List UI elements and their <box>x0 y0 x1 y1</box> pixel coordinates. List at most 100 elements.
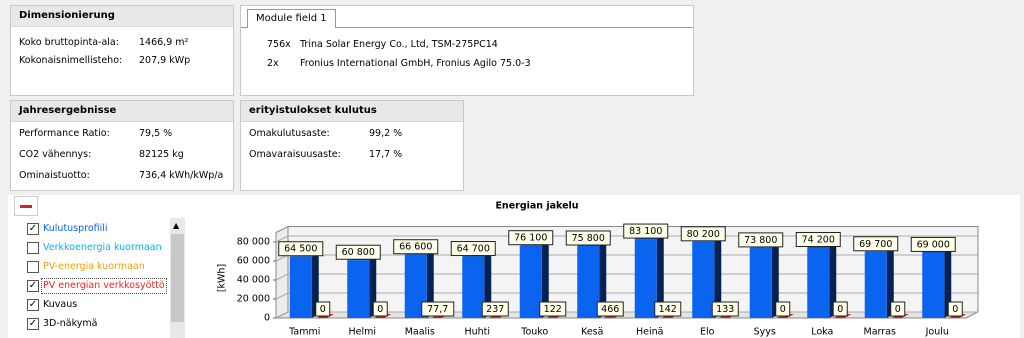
layer-label: PV-energia kuormaan <box>43 261 145 272</box>
panel-title: Dimensionierung <box>11 6 233 27</box>
value-label: 73 800 <box>744 235 777 246</box>
value-label-box <box>738 232 784 248</box>
grid-line <box>275 292 978 300</box>
layer-label: PV energian verkkosyöttö <box>41 278 167 294</box>
x-tick-label: Joulu <box>925 327 949 338</box>
value-label: 0 <box>320 304 326 315</box>
value-label-box <box>795 232 841 248</box>
minus-icon <box>20 205 32 208</box>
row-value: 1466,9 m² <box>139 37 189 48</box>
y-tick-label: 20 000 <box>237 294 270 305</box>
chart: Energian jakelu [kWh] 0 20 000 40 000 60 00… <box>217 201 979 338</box>
layer-label: Kulutusprofiili <box>43 223 108 234</box>
value-label-box <box>421 301 455 317</box>
panel: Dimensionierung Koko bruttopinta-ala: 14… <box>10 5 234 96</box>
scroll-thumb[interactable] <box>171 234 184 322</box>
value-label-box <box>910 236 956 252</box>
bar <box>519 245 542 318</box>
row-value: 736,4 kWh/kWp/a <box>139 170 224 181</box>
x-tick-label: Loka <box>811 327 833 338</box>
value-label: 133 <box>716 304 734 315</box>
value-label-box <box>596 301 624 317</box>
value-label: 122 <box>544 304 562 315</box>
value-label: 0 <box>952 304 958 315</box>
value-label-box <box>947 301 963 317</box>
panel: Jahresergebnisse Performance Ratio: 79,5… <box>10 100 234 191</box>
value-label: 80 200 <box>687 229 720 240</box>
y-tick-label: 60 000 <box>237 256 270 267</box>
value-label-box <box>450 241 496 257</box>
value-label: 142 <box>659 304 677 315</box>
x-tick-label: Touko <box>520 327 548 338</box>
x-tick-label: Kesä <box>581 327 603 338</box>
value-label: 76 100 <box>514 233 547 244</box>
x-tick-label: Elo <box>700 327 715 338</box>
value-label: 0 <box>780 304 786 315</box>
bar <box>922 252 945 318</box>
row-value: Fronius International GmbH, Fronius Agil… <box>300 58 531 69</box>
x-tick-label: Marras <box>864 327 896 338</box>
bar-side <box>886 247 894 318</box>
value-label: 0 <box>837 304 843 315</box>
bar <box>807 247 830 318</box>
y-tick-label: 0 <box>264 313 270 324</box>
row-label: Omakulutusaste: <box>249 128 330 139</box>
bar <box>289 256 312 318</box>
value-label-box <box>853 236 899 252</box>
checkbox[interactable]: ✓ <box>27 318 39 330</box>
collapse-button[interactable] <box>14 196 38 216</box>
value-label-box <box>654 301 682 317</box>
row-value: 99,2 % <box>369 128 403 139</box>
panel-title: Jahresergebnisse <box>11 101 233 122</box>
y-tick-label: 40 000 <box>237 275 270 286</box>
value-label-box <box>623 223 669 239</box>
value-label: 0 <box>377 304 383 315</box>
x-tick-label: Helmi <box>348 327 376 338</box>
bar <box>864 251 887 318</box>
row-value: 82125 kg <box>139 149 184 160</box>
value-label-box <box>565 230 611 246</box>
value-label-box <box>278 241 324 257</box>
row-label: 2x <box>267 58 279 69</box>
bar <box>462 256 485 318</box>
value-label-box <box>315 301 331 317</box>
bar-side <box>426 250 434 318</box>
bar-side <box>771 243 779 318</box>
bar-side <box>944 248 952 318</box>
value-label-box <box>711 301 739 317</box>
tab-line <box>241 27 693 28</box>
checkbox[interactable] <box>27 261 39 273</box>
tab[interactable]: Module field 1 <box>247 9 336 28</box>
value-label-box <box>832 301 848 317</box>
panel: Module field 1 756x Trina Solar Energy C… <box>240 5 694 96</box>
value-label-box <box>508 230 554 246</box>
row-label: CO2 vähennys: <box>19 149 92 160</box>
row-label: Koko bruttopinta-ala: <box>19 37 119 48</box>
bar-side <box>714 237 722 318</box>
value-label: 74 200 <box>802 235 835 246</box>
scroll-up[interactable]: ▲ <box>173 221 180 230</box>
value-label: 66 600 <box>399 242 432 253</box>
bar <box>577 245 600 318</box>
checkbox[interactable]: ✓ <box>27 223 39 235</box>
row-value: 207,9 kWp <box>139 55 191 66</box>
row-label: Ominaistuotto: <box>19 170 90 181</box>
value-label: 60 800 <box>342 247 375 258</box>
bar <box>634 239 657 318</box>
checkbox[interactable]: ✓ <box>27 280 39 292</box>
scrollbar[interactable]: ▲ <box>170 218 185 338</box>
checkbox[interactable]: ✓ <box>27 299 39 311</box>
row-label: Omavaraisuusaste: <box>249 149 341 160</box>
value-label: 77,7 <box>427 304 448 315</box>
value-label: 0 <box>895 304 901 315</box>
x-tick-label: Huhti <box>464 327 490 338</box>
row-label: Kokonaisnimellisteho: <box>19 55 123 66</box>
value-label-box <box>680 226 726 242</box>
checkbox[interactable] <box>27 242 39 254</box>
bar-side <box>829 243 837 318</box>
grid-line <box>275 273 978 281</box>
value-label-box <box>481 301 509 317</box>
layer-label: Verkkoenergia kuormaan <box>43 242 162 253</box>
value-label: 69 700 <box>859 239 892 250</box>
